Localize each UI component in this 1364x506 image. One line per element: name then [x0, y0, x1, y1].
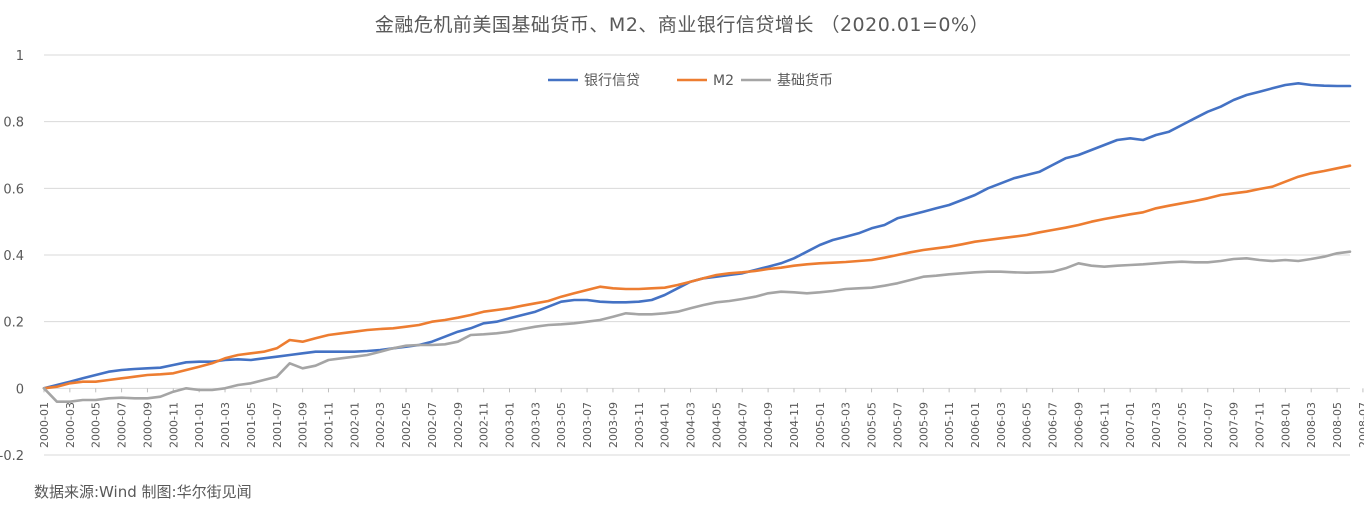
x-tick-label: 2002-01	[348, 402, 361, 448]
x-tick-label: 2004-11	[788, 402, 801, 448]
series-line-0	[42, 82, 1352, 390]
x-tick-label: 2007-11	[1253, 402, 1266, 448]
x-tick-label: 2001-03	[219, 402, 232, 448]
x-tick-label: 2004-05	[710, 402, 723, 448]
x-tick-label: 2005-03	[840, 402, 853, 448]
legend-label: 基础货币	[777, 72, 833, 89]
x-tick-label: 2007-03	[1150, 402, 1163, 448]
gridlines	[44, 54, 1350, 456]
x-tick-label: 2007-01	[1124, 402, 1137, 448]
x-tick-label: 2000-07	[116, 402, 129, 448]
y-tick-label: 0	[16, 382, 24, 397]
y-axis: -0.2 0 0.2 0.4 0.6 0.8 1	[0, 49, 24, 464]
x-tick-label: 2003-11	[633, 402, 646, 448]
x-tick-label: 2004-01	[659, 402, 672, 448]
x-tick-label: 2002-09	[452, 402, 465, 448]
x-tick-label: 2002-05	[400, 402, 413, 448]
x-tick-label: 2006-11	[1098, 402, 1111, 448]
y-tick-label: 0.6	[3, 182, 24, 197]
legend-label: M2	[713, 73, 734, 89]
x-tick-label: 2005-09	[917, 402, 930, 448]
x-tick-label: 2005-05	[866, 402, 879, 448]
y-tick-label: 0.2	[3, 316, 24, 331]
x-tick-label: 2001-07	[271, 402, 284, 448]
x-tick-label: 2007-07	[1202, 402, 1215, 448]
x-tick-label: 2000-01	[38, 402, 51, 448]
x-tick-label: 2005-01	[814, 402, 827, 448]
x-tick-label: 2000-03	[64, 402, 77, 448]
x-tick-label: 2004-07	[736, 402, 749, 448]
x-tick-label: 2004-03	[685, 402, 698, 448]
x-tick-label: 2006-05	[1021, 402, 1034, 448]
legend: 银行信贷 M2 基础货币	[548, 72, 833, 89]
x-axis: 2000-01 2000-03 2000-05 2000-07 2000-09 2000-…	[38, 388, 1364, 448]
x-tick-label: 2003-05	[555, 402, 568, 448]
x-tick-label: 2002-07	[426, 402, 439, 448]
x-tick-label: 2000-11	[167, 402, 180, 448]
x-tick-label: 2002-03	[374, 402, 387, 448]
y-tick-label: -0.2	[0, 449, 24, 464]
x-tick-label: 2004-09	[762, 402, 775, 448]
x-tick-label: 2006-07	[1047, 402, 1060, 448]
series-line-1	[42, 164, 1352, 390]
series-lines	[42, 82, 1352, 404]
x-tick-label: 2003-07	[581, 402, 594, 448]
x-tick-label: 2002-11	[478, 402, 491, 448]
y-tick-label: 1	[16, 49, 24, 64]
x-tick-label: 2001-05	[245, 402, 258, 448]
x-tick-label: 2003-03	[529, 402, 542, 448]
x-tick-label: 2000-05	[90, 402, 103, 448]
y-tick-label: 0.4	[3, 249, 24, 264]
x-tick-label: 2000-09	[141, 402, 154, 448]
x-tick-label: 2008-07	[1357, 402, 1364, 448]
x-tick-label: 2001-11	[322, 402, 335, 448]
y-tick-label: 0.8	[3, 116, 24, 131]
source-note: 数据来源:Wind 制图:华尔街见闻	[34, 483, 252, 501]
x-tick-label: 2008-03	[1305, 402, 1318, 448]
series-line-2	[42, 250, 1352, 404]
x-tick-label: 2006-03	[995, 402, 1008, 448]
x-tick-label: 2003-01	[504, 402, 517, 448]
x-tick-label: 2001-01	[193, 402, 206, 448]
legend-label: 银行信贷	[584, 73, 640, 89]
x-tick-label: 2005-07	[891, 402, 904, 448]
x-tick-label: 2006-09	[1072, 402, 1085, 448]
x-tick-label: 2006-01	[969, 402, 982, 448]
x-tick-label: 2005-11	[943, 402, 956, 448]
chart-title: 金融危机前美国基础货币、M2、商业银行信贷增长 （2020.01=0%）	[374, 14, 990, 36]
x-tick-label: 2003-09	[607, 402, 620, 448]
x-tick-label: 2001-09	[297, 402, 310, 448]
x-tick-label: 2008-05	[1331, 402, 1344, 448]
x-tick-label: 2007-05	[1176, 402, 1189, 448]
x-tick-label: 2007-09	[1228, 402, 1241, 448]
x-tick-label: 2008-01	[1279, 402, 1292, 448]
